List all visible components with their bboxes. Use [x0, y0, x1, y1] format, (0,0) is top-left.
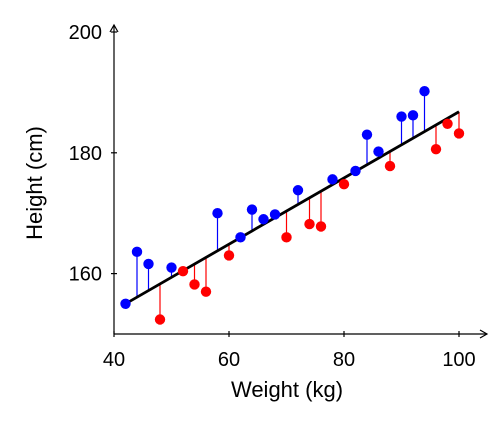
residual-lines [136, 91, 460, 320]
x-tick-label: 60 [218, 349, 240, 371]
data-point [373, 146, 384, 157]
data-point [143, 258, 154, 270]
data-point [281, 232, 292, 243]
data-point [384, 160, 396, 172]
data-point [292, 185, 304, 196]
y-axis-label: Height (cm) [22, 126, 47, 240]
data-point [212, 208, 223, 219]
y-axis [109, 23, 119, 334]
data-point [419, 85, 430, 97]
y-ticks: 160 180 200 [69, 22, 117, 286]
regression-line [124, 110, 460, 306]
data-point [453, 128, 465, 139]
x-tick-label: 80 [333, 349, 355, 371]
data-point [327, 174, 338, 185]
data-point [304, 218, 315, 230]
data-point [430, 143, 442, 155]
data-point [223, 250, 235, 261]
data-point [246, 204, 258, 215]
data-point [177, 265, 189, 277]
x-axis-label: Weight (kg) [231, 377, 343, 402]
data-point [154, 314, 166, 325]
data-point [350, 165, 361, 177]
data-points [120, 85, 465, 325]
y-tick-label: 200 [69, 22, 102, 44]
x-ticks: 40 60 80 100 [103, 331, 476, 371]
data-point [361, 129, 373, 140]
data-point [120, 298, 131, 309]
x-tick-label: 100 [442, 349, 475, 371]
data-point [407, 110, 419, 121]
data-point [269, 209, 281, 220]
y-tick-label: 160 [69, 264, 102, 286]
y-tick-label: 180 [69, 143, 102, 165]
data-point [166, 262, 177, 273]
data-point [200, 286, 212, 297]
y-axis-arrowhead [109, 23, 119, 33]
x-axis-arrowhead [479, 329, 489, 339]
x-tick-label: 40 [103, 349, 125, 371]
x-axis [114, 329, 489, 339]
data-point [189, 279, 200, 290]
data-point [235, 232, 246, 243]
data-point [442, 118, 453, 130]
data-point [315, 221, 327, 232]
data-point [131, 246, 143, 258]
data-point [396, 111, 407, 122]
data-point [258, 214, 269, 225]
data-point [338, 179, 350, 190]
